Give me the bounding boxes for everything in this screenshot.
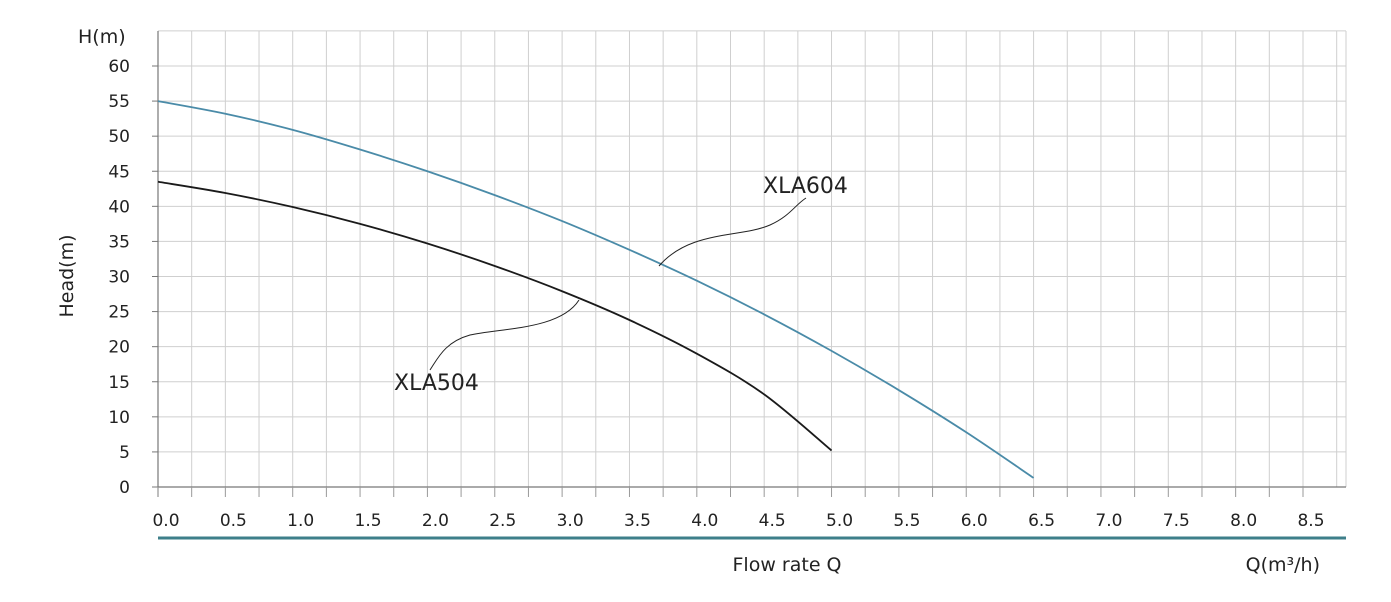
leader-lines: [429, 197, 807, 371]
leader-line-xla504: [429, 299, 580, 371]
series-line-xla504: [157, 180, 833, 452]
y-tick-label: 15: [108, 373, 130, 393]
x-axis-title: Flow rate Q: [733, 554, 842, 576]
x-tick-label: 5.0: [826, 511, 853, 531]
x-tick-label: 3.0: [557, 511, 584, 531]
y-tick-label: 55: [108, 92, 130, 112]
leader-line-xla604: [658, 197, 807, 267]
x-tick-label: 2.0: [422, 511, 449, 531]
x-tick-label: 7.0: [1095, 511, 1122, 531]
series-label-xla604: XLA604: [763, 174, 848, 199]
x-tick-labels: 0.0 0.5 1.0 1.5 2.0 2.5 3.0 3.5 4.0 4.5 5.0 5.5 6.0 6…: [152, 511, 1324, 531]
x-tick-label: 0.5: [220, 511, 247, 531]
x-tick-label: 5.5: [893, 511, 920, 531]
x-tick-label: 8.5: [1297, 511, 1324, 531]
x-tick-label: 3.5: [624, 511, 651, 531]
x-tick-label: 8.0: [1230, 511, 1257, 531]
series-line-xla604: [157, 100, 1035, 479]
y-axis-unit-label: H(m): [78, 26, 126, 48]
axes: [152, 31, 1346, 540]
series-curves: [157, 100, 1035, 479]
x-tick-label: 4.0: [691, 511, 718, 531]
series-label-xla504: XLA504: [394, 371, 479, 396]
x-tick-label: 1.0: [287, 511, 314, 531]
y-tick-labels: 0 5 10 15 20 25 30 35 40 45 50 55 60: [108, 57, 130, 498]
y-tick-label: 10: [108, 408, 130, 428]
y-axis-title: Head(m): [56, 234, 78, 317]
y-tick-label: 45: [108, 162, 130, 182]
x-tick-label: 7.5: [1163, 511, 1190, 531]
y-tick-label: 35: [108, 232, 130, 252]
x-tick-label: 1.5: [355, 511, 382, 531]
y-tick-label: 60: [108, 57, 130, 77]
y-tick-label: 40: [108, 197, 130, 217]
x-axis-unit-label: Q(m³/h): [1246, 554, 1320, 576]
y-tick-label: 5: [119, 443, 130, 463]
y-tick-label: 0: [119, 478, 130, 498]
x-tick-label: 2.5: [489, 511, 516, 531]
x-tick-label: 0.0: [152, 511, 179, 531]
y-tick-label: 20: [108, 338, 130, 358]
x-tick-label: 6.5: [1028, 511, 1055, 531]
y-tick-label: 30: [108, 268, 130, 288]
grid: [158, 30, 1347, 487]
y-tick-label: 25: [108, 303, 130, 323]
x-tick-label: 4.5: [759, 511, 786, 531]
x-tick-label: 6.0: [961, 511, 988, 531]
y-tick-label: 50: [108, 127, 130, 147]
